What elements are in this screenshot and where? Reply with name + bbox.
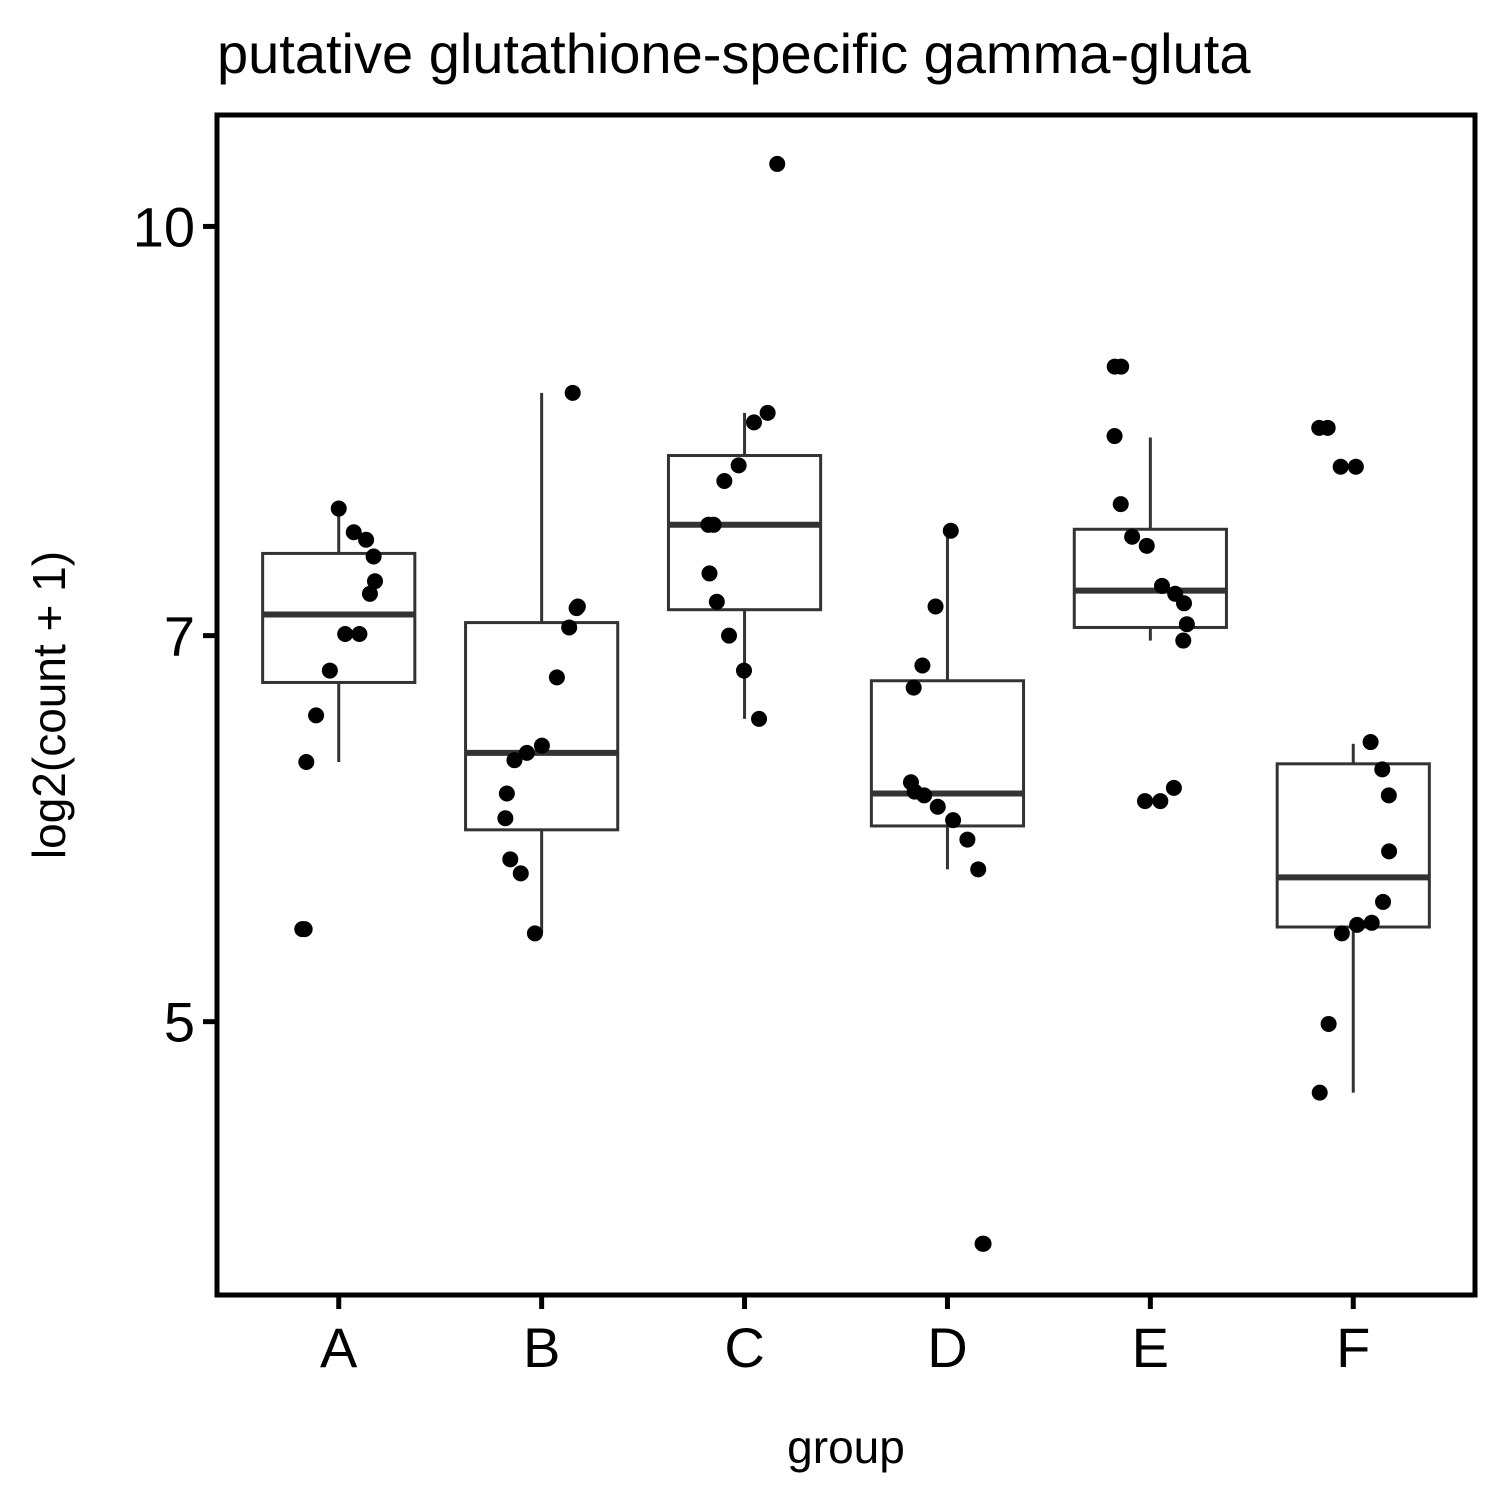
data-point [561,619,578,636]
data-point [759,404,776,421]
x-tick-label: D [927,1316,967,1379]
data-point [708,593,725,610]
box [1072,527,1228,629]
data-point [1319,419,1336,436]
data-point [1332,458,1349,475]
data-point [366,573,383,590]
data-point [564,384,581,401]
x-tick-label: E [1132,1316,1169,1379]
data-point [1154,577,1171,594]
chart-title: putative glutathione-specific gamma-glut… [217,22,1251,85]
y-tick-label: 5 [164,991,195,1054]
data-point [1175,632,1192,649]
data-point [945,812,962,829]
data-point [1333,925,1350,942]
data-point [721,627,738,644]
data-point [1363,914,1380,931]
data-point [916,787,933,804]
x-tick-label: F [1336,1316,1370,1379]
data-point [1349,916,1366,933]
x-axis-label: group [787,1421,905,1473]
data-point [361,585,378,602]
data-point [533,737,550,754]
data-point [1137,793,1154,810]
data-point [914,657,931,674]
data-point [498,785,515,802]
data-point [730,457,747,474]
data-point [308,707,325,724]
data-point [769,155,786,172]
y-tick-label: 7 [164,605,195,668]
box [666,454,823,612]
x-tick-label: C [724,1316,764,1379]
data-point [716,473,733,490]
data-point [905,679,922,696]
y-tick-label: 10 [133,195,195,258]
data-point [358,531,375,548]
data-point [1311,1084,1328,1101]
data-point [942,522,959,539]
data-point [345,524,362,541]
data-point [735,662,752,679]
data-point [1176,595,1193,612]
data-point [365,548,382,565]
data-point [970,861,987,878]
data-point [526,925,543,942]
box [1275,762,1431,929]
data-point [568,600,585,617]
box [869,679,1026,828]
data-point [927,598,944,615]
data-point [296,921,313,938]
box [464,621,620,832]
plot-border [214,112,1478,1298]
data-point [1152,793,1169,810]
data-point [1347,458,1364,475]
data-point [1380,787,1397,804]
data-point [502,851,519,868]
data-point [337,625,354,642]
data-point [548,669,565,686]
data-point [745,414,762,431]
data-point [298,753,315,770]
data-point [1106,358,1123,375]
data-point [1178,616,1195,633]
data-point [321,662,338,679]
data-point [506,752,523,769]
data-point [1362,734,1379,751]
data-point [929,798,946,815]
data-point [1112,496,1129,513]
y-axis-label: log2(count + 1) [23,551,75,859]
box [261,551,417,684]
data-point [518,744,535,761]
data-point [1165,779,1182,796]
data-point [1381,843,1398,860]
data-point [701,565,718,582]
data-point [512,865,529,882]
data-point [1374,761,1391,778]
data-point [959,831,976,848]
x-tick-label: B [523,1316,560,1379]
data-point [497,810,514,827]
data-point [751,710,768,727]
data-point [974,1235,991,1252]
data-point [1375,893,1392,910]
data-point [1138,537,1155,554]
data-point [700,516,717,533]
data-point [330,500,347,517]
x-tick-label: A [320,1316,358,1379]
data-point [351,625,368,642]
data-point [1320,1015,1337,1032]
data-point [1124,528,1141,545]
data-point [1106,428,1123,445]
